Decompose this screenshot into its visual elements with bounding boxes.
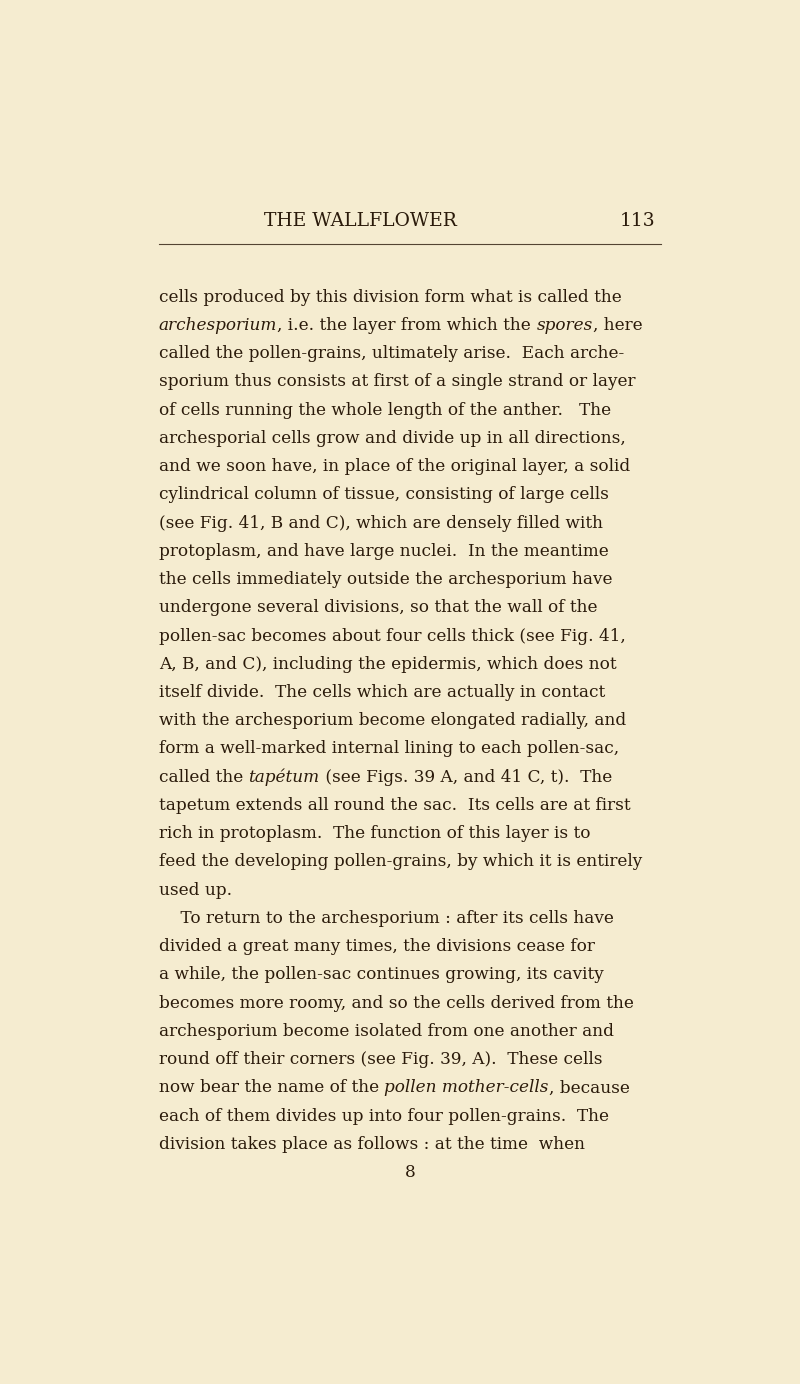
- Text: A, B, and C), including the epidermis, which does not: A, B, and C), including the epidermis, w…: [159, 656, 617, 673]
- Text: form a well-marked internal lining to each pollen-sac,: form a well-marked internal lining to ea…: [159, 740, 619, 757]
- Text: cylindrical column of tissue, consisting of large cells: cylindrical column of tissue, consisting…: [159, 486, 609, 504]
- Text: To return to the archesporium : after its cells have: To return to the archesporium : after it…: [159, 909, 614, 927]
- Text: (see Figs. 39 A, and 41 C, t).  The: (see Figs. 39 A, and 41 C, t). The: [320, 768, 612, 786]
- Text: pollen mother-cells: pollen mother-cells: [384, 1080, 549, 1096]
- Text: , because: , because: [549, 1080, 630, 1096]
- Text: and we soon have, in place of the original layer, a solid: and we soon have, in place of the origin…: [159, 458, 630, 475]
- Text: 113: 113: [619, 212, 655, 230]
- Text: , i.e. the layer from which the: , i.e. the layer from which the: [278, 317, 536, 334]
- Text: protoplasm, and have large nuclei.  In the meantime: protoplasm, and have large nuclei. In th…: [159, 543, 609, 559]
- Text: (see Fig. 41, B and C), which are densely filled with: (see Fig. 41, B and C), which are densel…: [159, 515, 603, 531]
- Text: , here: , here: [593, 317, 642, 334]
- Text: called the pollen-grains, ultimately arise.  Each arche-: called the pollen-grains, ultimately ari…: [159, 345, 624, 363]
- Text: feed the developing pollen-grains, by which it is entirely: feed the developing pollen-grains, by wh…: [159, 854, 642, 871]
- Text: with the archesporium become elongated radially, and: with the archesporium become elongated r…: [159, 713, 626, 729]
- Text: round off their corners (see Fig. 39, A).  These cells: round off their corners (see Fig. 39, A)…: [159, 1050, 602, 1068]
- Text: becomes more roomy, and so the cells derived from the: becomes more roomy, and so the cells der…: [159, 995, 634, 1012]
- Text: of cells running the whole length of the anther.   The: of cells running the whole length of the…: [159, 401, 611, 418]
- Text: a while, the pollen-sac continues growing, its cavity: a while, the pollen-sac continues growin…: [159, 966, 604, 984]
- Text: archesporial cells grow and divide up in all directions,: archesporial cells grow and divide up in…: [159, 430, 626, 447]
- Text: pollen-sac becomes about four cells thick (see Fig. 41,: pollen-sac becomes about four cells thic…: [159, 627, 626, 645]
- Text: used up.: used up.: [159, 882, 232, 898]
- Text: the cells immediately outside the archesporium have: the cells immediately outside the arches…: [159, 572, 613, 588]
- Text: archesporium become isolated from one another and: archesporium become isolated from one an…: [159, 1023, 614, 1039]
- Text: rich in protoplasm.  The function of this layer is to: rich in protoplasm. The function of this…: [159, 825, 590, 843]
- Text: spores: spores: [536, 317, 593, 334]
- Text: sporium thus consists at first of a single strand or layer: sporium thus consists at first of a sing…: [159, 374, 635, 390]
- Text: each of them divides up into four pollen-grains.  The: each of them divides up into four pollen…: [159, 1107, 609, 1125]
- Text: cells produced by this division form what is called the: cells produced by this division form wha…: [159, 289, 622, 306]
- Text: called the: called the: [159, 768, 249, 786]
- Text: THE WALLFLOWER: THE WALLFLOWER: [264, 212, 457, 230]
- Text: archesporium: archesporium: [159, 317, 278, 334]
- Text: tapetum extends all round the sac.  Its cells are at first: tapetum extends all round the sac. Its c…: [159, 797, 630, 814]
- Text: divided a great many times, the divisions cease for: divided a great many times, the division…: [159, 938, 594, 955]
- Text: 8: 8: [405, 1164, 415, 1181]
- Text: tapétum: tapétum: [249, 768, 320, 786]
- Text: undergone several divisions, so that the wall of the: undergone several divisions, so that the…: [159, 599, 598, 616]
- Text: now bear the name of the: now bear the name of the: [159, 1080, 384, 1096]
- Text: itself divide.  The cells which are actually in contact: itself divide. The cells which are actua…: [159, 684, 605, 702]
- Text: division takes place as follows : at the time  when: division takes place as follows : at the…: [159, 1136, 585, 1153]
